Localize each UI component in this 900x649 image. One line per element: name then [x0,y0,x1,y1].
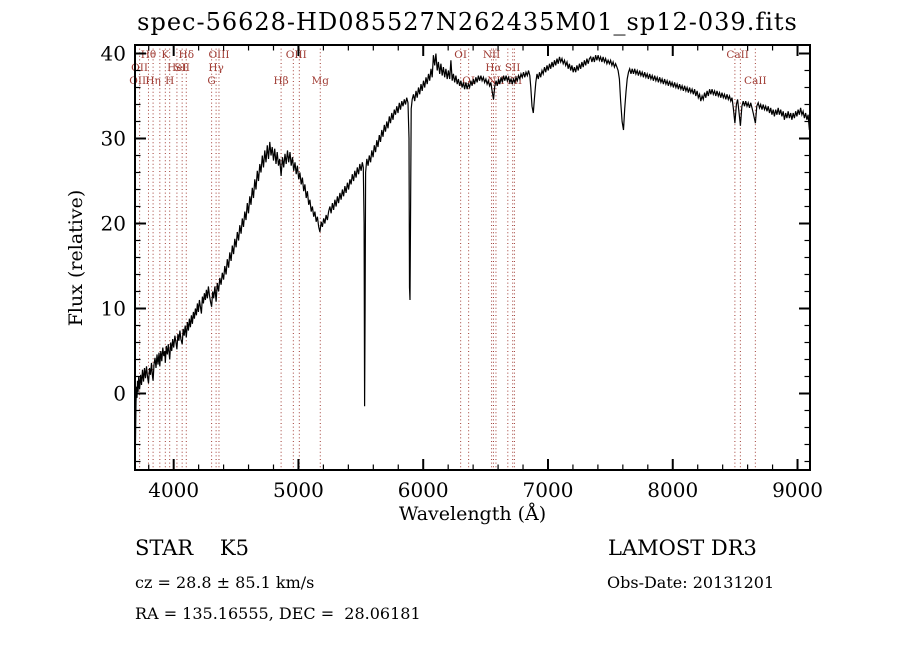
spectral-line-label: OII [131,62,148,74]
plot-frame [134,44,811,471]
y-tick-label: 30 [101,127,126,151]
obs-date: Obs-Date: 20131201 [607,573,775,592]
spectral-line-label: OIII [208,49,229,61]
spectral-line-label: G [207,75,215,87]
spectral-line-label: NII [483,49,500,61]
y-tick-label: 40 [101,42,126,66]
spectral-line-label: K [161,49,169,61]
y-axis-label: Flux (relative) [65,189,87,327]
cz-value: cz = 28.8 ± 85.1 km/s [135,573,315,592]
object-class-label: STAR K5 [135,536,249,560]
spectral-line-label: OIII [286,49,307,61]
spectral-line-label: HeI [167,62,187,74]
y-tick-label: 20 [101,212,126,236]
spectral-line-label: CaII [726,49,749,61]
x-tick-label: 7000 [523,478,574,502]
spectral-line-label: SII [174,62,190,74]
x-tick-label: 6000 [398,478,449,502]
survey-label: LAMOST DR3 [608,536,757,560]
spectral-line-label: CaII [744,75,767,87]
spectral-line-label: Hβ [273,75,288,87]
plot-title: spec-56628-HD085527N262435M01_sp12-039.f… [137,8,798,36]
x-tick-label: 4000 [148,478,199,502]
spectral-line-label: Hγ [208,62,223,74]
spectral-line-label: Mg [312,75,330,87]
x-tick-label: 9000 [772,478,823,502]
ra-dec-coords: RA = 135.16555, DEC = 28.06181 [135,604,421,623]
spectral-line-label: OII [129,75,146,87]
x-tick-label: 5000 [273,478,324,502]
spectral-line-label: OI [454,49,467,61]
spectral-line-label: H [165,75,174,87]
spectral-line-label: Hη [145,75,160,87]
y-tick-label: 10 [101,297,126,321]
spectral-line-label: Hα [485,62,501,74]
spectrum-trace [134,53,810,462]
x-axis-label: Wavelength (Å) [398,503,547,525]
spectral-line-label: Hδ [179,49,194,61]
spectral-line-label: Hθ [141,49,156,61]
spectral-line-label: SII [505,62,521,74]
x-tick-label: 8000 [647,478,698,502]
y-tick-label: 0 [113,382,126,406]
